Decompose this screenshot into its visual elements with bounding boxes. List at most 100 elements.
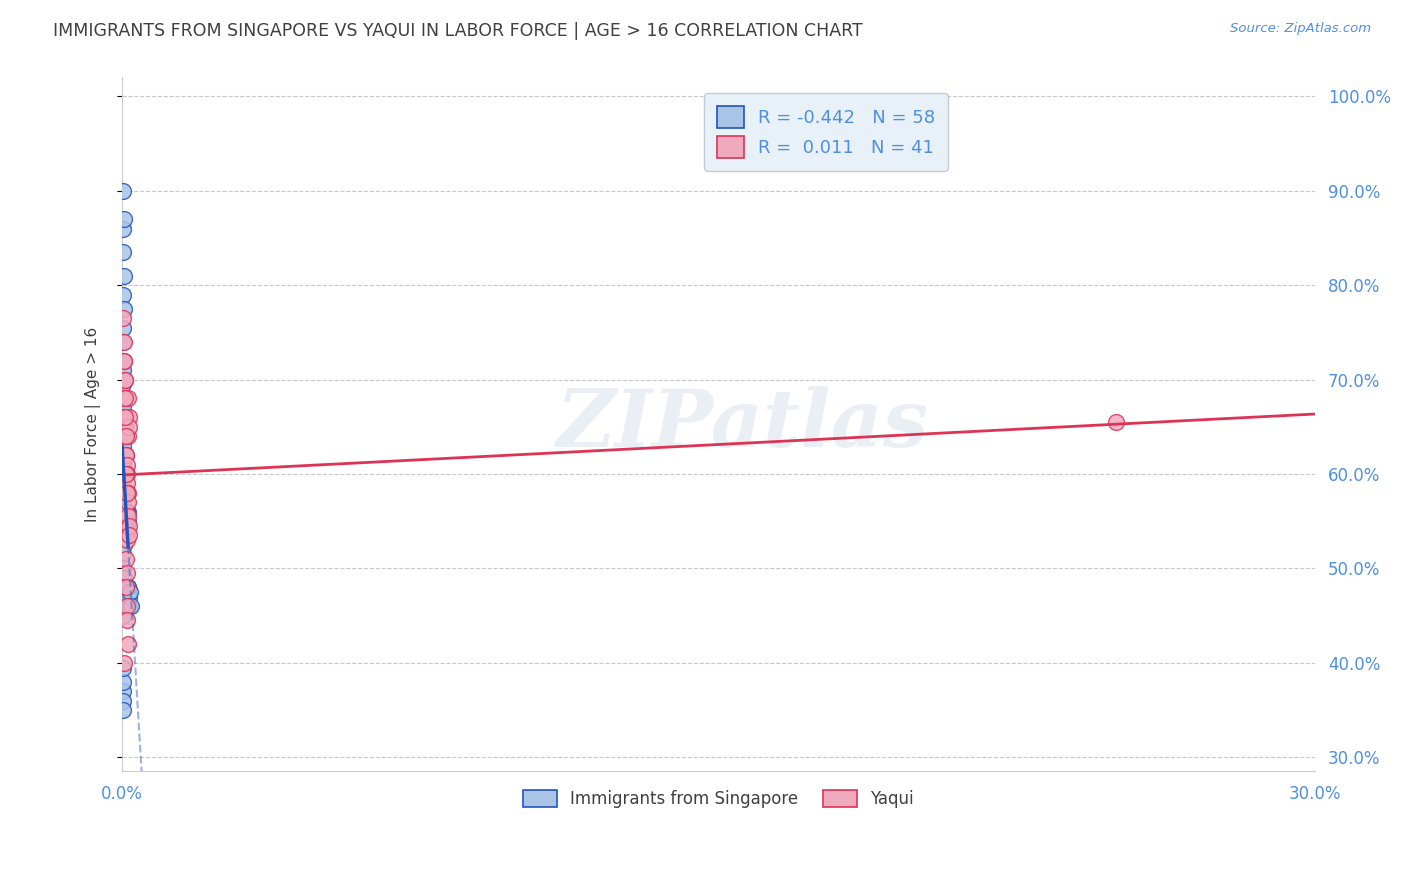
Point: [111, 320, 134, 334]
Point: [1105, 415, 1128, 429]
Point: [117, 429, 139, 443]
Point: [112, 410, 135, 425]
Point: [118, 519, 141, 533]
Point: [112, 599, 135, 614]
Legend: Immigrants from Singapore, Yaqui: Immigrants from Singapore, Yaqui: [517, 783, 920, 815]
Point: [117, 580, 139, 594]
Point: [117, 495, 139, 509]
Point: [112, 703, 135, 717]
Point: [111, 184, 134, 198]
Point: [111, 660, 134, 674]
Text: ZIPatlas: ZIPatlas: [557, 385, 928, 463]
Point: [115, 505, 138, 519]
Point: [117, 580, 139, 594]
Point: [112, 547, 135, 561]
Point: [111, 353, 134, 368]
Point: [112, 334, 135, 349]
Point: [117, 637, 139, 651]
Point: [114, 419, 136, 434]
Point: [112, 392, 135, 406]
Point: [112, 452, 135, 467]
Point: [117, 599, 139, 614]
Point: [112, 221, 135, 235]
Point: [111, 561, 134, 575]
Point: [112, 429, 135, 443]
Point: [115, 505, 138, 519]
Point: [118, 419, 141, 434]
Point: [112, 448, 135, 462]
Point: [115, 467, 138, 481]
Point: [111, 377, 134, 392]
Point: [114, 373, 136, 387]
Point: [111, 684, 134, 698]
Text: IMMIGRANTS FROM SINGAPORE VS YAQUI IN LABOR FORCE | AGE > 16 CORRELATION CHART: IMMIGRANTS FROM SINGAPORE VS YAQUI IN LA…: [53, 22, 863, 40]
Point: [111, 608, 134, 623]
Point: [112, 301, 135, 316]
Point: [114, 429, 136, 443]
Point: [114, 519, 136, 533]
Point: [111, 401, 134, 415]
Point: [120, 599, 142, 614]
Point: [117, 476, 139, 491]
Point: [114, 410, 136, 425]
Point: [112, 571, 135, 585]
Point: [114, 410, 136, 425]
Point: [112, 486, 135, 500]
Point: [115, 486, 138, 500]
Point: [115, 533, 138, 547]
Point: [117, 505, 139, 519]
Point: [112, 363, 135, 377]
Point: [112, 268, 135, 283]
Point: [111, 458, 134, 472]
Point: [112, 334, 135, 349]
Point: [112, 524, 135, 538]
Point: [117, 392, 139, 406]
Point: [118, 599, 141, 614]
Point: [118, 528, 141, 542]
Point: [117, 524, 139, 538]
Point: [114, 392, 136, 406]
Point: [115, 613, 138, 627]
Point: [117, 486, 139, 500]
Point: [112, 353, 135, 368]
Point: [114, 486, 136, 500]
Point: [114, 467, 136, 481]
Point: [115, 448, 138, 462]
Point: [112, 538, 135, 552]
Point: [111, 495, 134, 509]
Point: [111, 674, 134, 689]
Point: [111, 693, 134, 707]
Point: [111, 245, 134, 260]
Point: [112, 467, 135, 481]
Point: [111, 476, 134, 491]
Point: [118, 590, 141, 604]
Point: [114, 486, 136, 500]
Point: [114, 448, 136, 462]
Point: [112, 419, 135, 434]
Point: [115, 467, 138, 481]
Point: [112, 353, 135, 368]
Point: [117, 514, 139, 528]
Point: [115, 566, 138, 581]
Point: [114, 373, 136, 387]
Point: [115, 552, 138, 566]
Point: [112, 392, 135, 406]
Point: [112, 429, 135, 443]
Y-axis label: In Labor Force | Age > 16: In Labor Force | Age > 16: [86, 326, 101, 522]
Point: [114, 580, 136, 594]
Point: [112, 505, 135, 519]
Point: [112, 580, 135, 594]
Point: [111, 514, 134, 528]
Point: [117, 509, 139, 524]
Text: Source: ZipAtlas.com: Source: ZipAtlas.com: [1230, 22, 1371, 36]
Point: [112, 467, 135, 481]
Point: [115, 467, 138, 481]
Point: [111, 439, 134, 453]
Point: [115, 486, 138, 500]
Point: [114, 448, 136, 462]
Point: [112, 287, 135, 301]
Point: [111, 590, 134, 604]
Point: [112, 212, 135, 227]
Point: [118, 410, 141, 425]
Point: [112, 656, 135, 670]
